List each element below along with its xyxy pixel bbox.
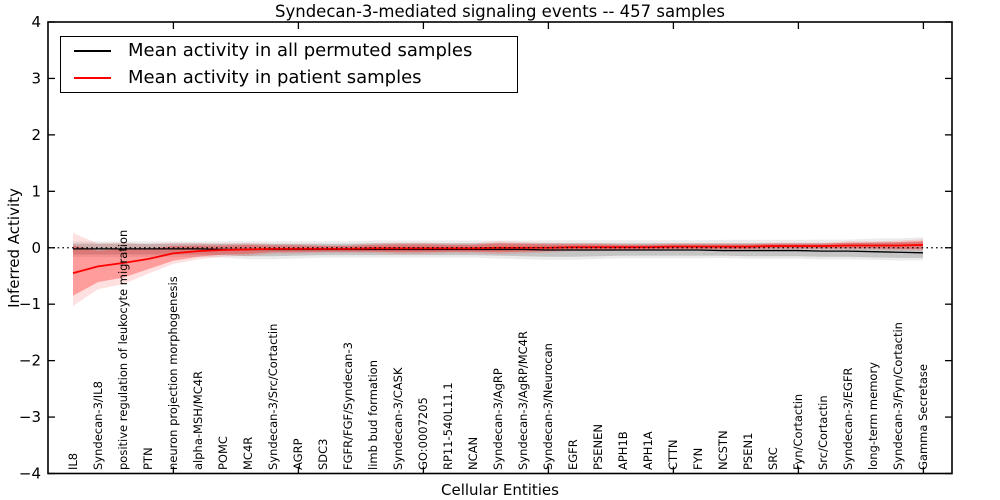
x-category-label: Src/Cortactin (816, 395, 830, 470)
y-tick-label: 0 (31, 239, 41, 257)
x-category-label: long-term memory (866, 362, 880, 470)
x-category-label: APH1A (641, 431, 655, 470)
y-tick-label: 3 (31, 69, 41, 87)
x-category-label: POMC (216, 436, 230, 470)
x-category-label: Syndecan-3/EGFR (841, 367, 855, 470)
x-category-label: PSENEN (591, 424, 605, 470)
x-category-label: Syndecan-3/Src/Cortactin (266, 324, 280, 470)
chart-title: Syndecan-3-mediated signaling events -- … (275, 2, 725, 21)
x-category-label: Syndecan-3/AgRP (491, 368, 505, 470)
x-category-label: Syndecan-3/CASK (391, 367, 405, 470)
x-category-label: alpha-MSH/MC4R (191, 371, 205, 470)
x-category-label: Syndecan-3/AgRP/MC4R (516, 331, 530, 470)
y-tick-label: −4 (19, 465, 41, 483)
y-tick-label: 1 (31, 182, 41, 200)
x-category-label: SRC (766, 447, 780, 470)
x-category-label: PSEN1 (741, 433, 755, 470)
x-category-label: RP11-540L11.1 (441, 382, 455, 470)
legend-item-permuted: Mean activity in all permuted samples (74, 39, 517, 61)
legend-item-patient: Mean activity in patient samples (74, 68, 517, 88)
patient-band-outer (73, 233, 923, 306)
permuted-mean-line (73, 248, 924, 254)
x-category-label: FYN (691, 448, 705, 470)
legend-label-patient: Mean activity in patient samples (128, 67, 422, 89)
x-axis-label: Cellular Entities (441, 481, 559, 499)
x-category-label: Syndecan-3/Neurocan (541, 343, 555, 470)
x-category-label: neuron projection morphogenesis (166, 276, 180, 470)
patient-mean-line (72, 244, 924, 275)
x-category-label: NCSTN (716, 430, 730, 470)
patient-line-swatch (74, 77, 111, 80)
y-tick-label: −1 (19, 295, 41, 313)
x-category-label: limb bud formation (366, 360, 380, 470)
x-category-label: IL8 (66, 453, 80, 470)
y-tick-label: 2 (31, 126, 41, 144)
x-category-label: PTN (141, 447, 155, 470)
x-category-label: FGFR/FGF/Syndecan-3 (341, 342, 355, 470)
y-tick-label: 4 (31, 13, 41, 31)
legend: Mean activity in all permuted samples Me… (60, 36, 518, 93)
x-category-label: CTTN (666, 440, 680, 470)
x-category-label: Fyn/Cortactin (791, 394, 805, 470)
x-category-label: APH1B (616, 431, 630, 470)
y-tick-label: −2 (19, 352, 41, 370)
permuted-line-swatch (74, 49, 111, 52)
x-category-label: positive regulation of leukocyte migrati… (116, 230, 130, 470)
x-category-label: AGRP (291, 438, 305, 470)
x-category-label: Syndecan-3/Fyn/Cortactin (891, 322, 905, 470)
x-category-label: GO:0007205 (416, 397, 430, 470)
y-tick-label: −3 (19, 408, 41, 426)
x-category-label: Syndecan-3/IL8 (91, 381, 105, 470)
x-category-label: EGFR (566, 439, 580, 470)
x-category-label: NCAN (466, 437, 480, 470)
x-category-label: Gamma Secretase (916, 364, 930, 470)
legend-label-permuted: Mean activity in all permuted samples (128, 39, 473, 61)
x-category-label: SDC3 (316, 438, 330, 470)
x-category-label: MC4R (241, 437, 255, 470)
